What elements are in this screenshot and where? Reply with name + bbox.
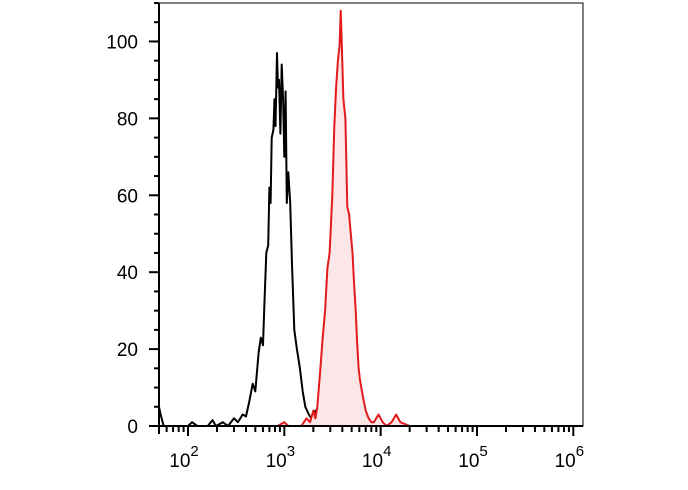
series-1-area bbox=[234, 10, 410, 426]
x-tick-label: 103 bbox=[266, 443, 295, 472]
x-tick-label: 104 bbox=[362, 443, 391, 472]
y-tick-label: 60 bbox=[117, 186, 138, 207]
y-tick-label: 100 bbox=[106, 32, 138, 53]
series-layer bbox=[158, 9, 411, 427]
y-axis: 0 20 40 60 80 100 bbox=[106, 2, 160, 438]
y-tick-label: 20 bbox=[117, 340, 138, 361]
series-0-line bbox=[158, 52, 331, 427]
y-tick-label: 40 bbox=[117, 263, 138, 284]
y-tick-label: 0 bbox=[127, 417, 138, 438]
x-tick-label: 102 bbox=[169, 443, 198, 472]
x-axis: 102 103 104 105 106 bbox=[158, 425, 584, 472]
series-1-line bbox=[234, 9, 411, 427]
y-tick-label: 80 bbox=[117, 109, 138, 130]
plot-frame bbox=[158, 2, 584, 427]
x-tick-label: 105 bbox=[458, 443, 487, 472]
x-tick-label: 106 bbox=[555, 443, 584, 472]
